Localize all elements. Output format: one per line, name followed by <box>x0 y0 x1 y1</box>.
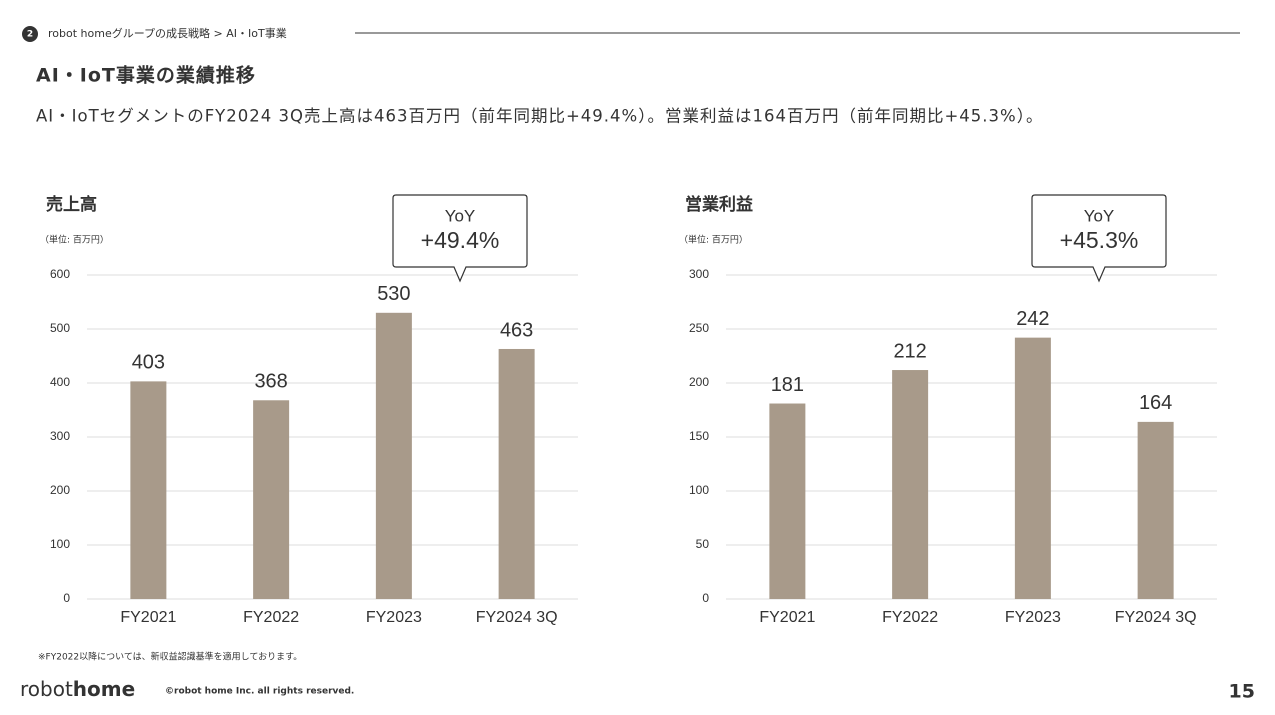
x-tick-label: FY2024 3Q <box>476 609 558 626</box>
value-label: 368 <box>254 371 287 393</box>
callout-box <box>392 194 528 283</box>
bar <box>253 400 290 599</box>
value-label: 181 <box>771 374 804 396</box>
bar <box>1137 421 1174 599</box>
section-badge <box>22 26 38 42</box>
logo-robot: robot <box>20 677 73 701</box>
x-tick-label: FY2023 <box>1005 609 1061 626</box>
value-label: 530 <box>377 283 410 305</box>
callout-box <box>1031 194 1167 283</box>
y-tick-label: 200 <box>50 483 70 497</box>
bar <box>130 381 167 599</box>
y-tick-label: 100 <box>50 537 70 551</box>
unit-label: （単位: 百万円） <box>679 234 748 246</box>
page-subtitle: AI・IoTセグメントのFY2024 3Q売上高は463百万円（前年同期比+49… <box>36 107 1043 126</box>
bar <box>769 403 806 599</box>
x-tick-label: FY2024 3Q <box>1115 609 1197 626</box>
bar <box>1014 337 1051 599</box>
callout-text: +49.4% <box>421 227 500 253</box>
bar <box>498 348 535 599</box>
value-label: 242 <box>1016 308 1049 330</box>
callout-text: +45.3% <box>1060 227 1139 253</box>
y-tick-label: 250 <box>689 321 709 335</box>
y-tick-label: 150 <box>689 429 709 443</box>
page-title: AI・IoT事業の業績推移 <box>36 64 256 87</box>
y-tick-label: 0 <box>63 591 70 605</box>
section-number: 2 <box>27 30 33 40</box>
chart-title: 営業利益 <box>685 194 753 215</box>
footnote: ※FY2022以降については、新収益認識基準を適用しております。 <box>38 651 302 663</box>
y-tick-label: 300 <box>50 429 70 443</box>
page-number: 15 <box>1229 681 1255 703</box>
y-tick-label: 400 <box>50 375 70 389</box>
copyright: ©robot home Inc. all rights reserved. <box>165 687 354 697</box>
callout-title: YoY <box>445 206 476 225</box>
bar <box>892 370 929 599</box>
value-label: 164 <box>1139 392 1172 414</box>
value-label: 403 <box>132 352 165 374</box>
y-tick-label: 0 <box>702 591 709 605</box>
y-tick-label: 600 <box>50 267 70 281</box>
x-tick-label: FY2022 <box>882 609 938 626</box>
callout-title: YoY <box>1084 206 1115 225</box>
y-tick-label: 200 <box>689 375 709 389</box>
value-label: 463 <box>500 319 533 341</box>
x-tick-label: FY2021 <box>759 609 815 626</box>
x-tick-label: FY2021 <box>120 609 176 626</box>
breadcrumb: robot homeグループの成長戦略 > AI・IoT事業 <box>48 26 287 40</box>
logo: robothome <box>20 677 135 701</box>
x-tick-label: FY2022 <box>243 609 299 626</box>
y-tick-label: 300 <box>689 267 709 281</box>
y-tick-label: 500 <box>50 321 70 335</box>
y-tick-label: 50 <box>696 537 710 551</box>
chart-title: 売上高 <box>46 194 97 215</box>
unit-label: （単位: 百万円） <box>40 234 109 246</box>
logo-home: home <box>73 677 135 701</box>
bar <box>375 312 412 599</box>
value-label: 212 <box>893 340 926 362</box>
y-tick-label: 100 <box>689 483 709 497</box>
x-tick-label: FY2023 <box>366 609 422 626</box>
